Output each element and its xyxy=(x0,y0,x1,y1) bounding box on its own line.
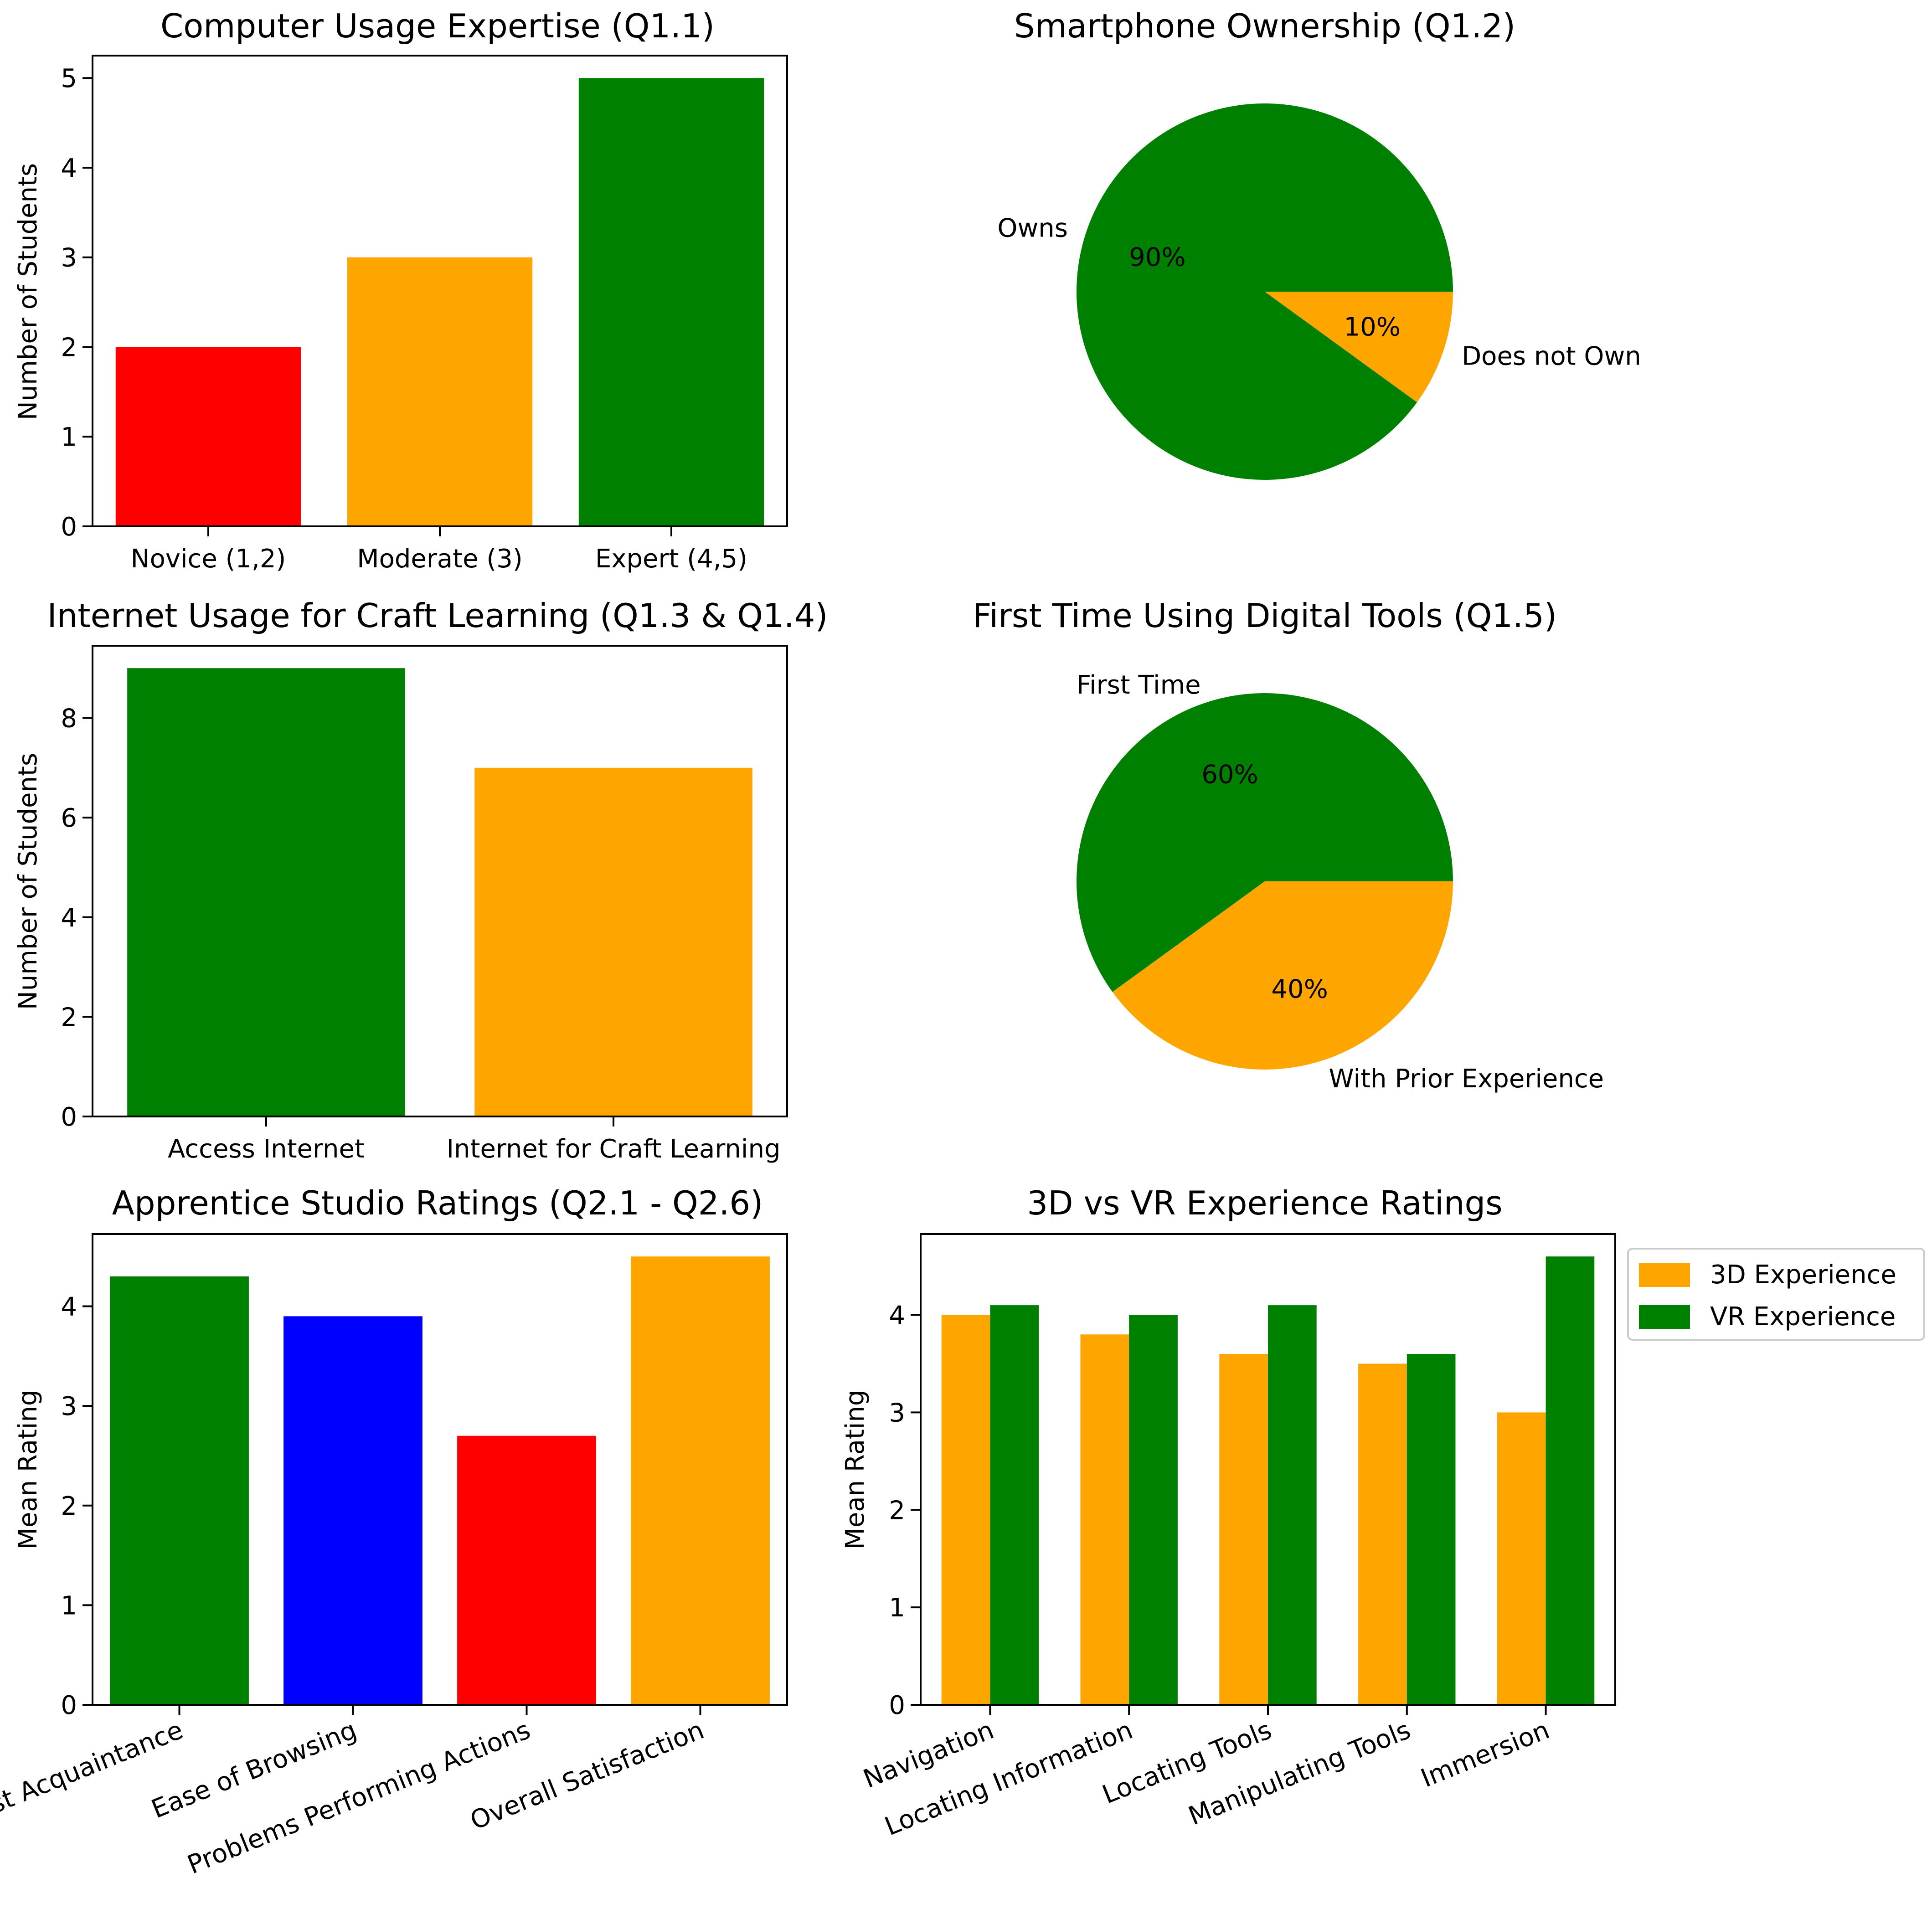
y-tick-label: 1 xyxy=(889,1593,905,1623)
bar xyxy=(1358,1363,1407,1705)
chart-title: First Time Using Digital Tools (Q1.5) xyxy=(973,597,1557,635)
chart-internet-usage: Internet Usage for Craft Learning (Q1.3 … xyxy=(13,597,828,1164)
y-tick-label: 3 xyxy=(889,1398,905,1428)
bar xyxy=(1219,1354,1268,1705)
y-tick-label: 1 xyxy=(61,422,77,452)
chart-title: Computer Usage Expertise (Q1.1) xyxy=(160,7,715,45)
bar xyxy=(1406,1354,1456,1705)
y-axis-label: Mean Rating xyxy=(13,1390,43,1550)
y-tick-label: 3 xyxy=(61,243,77,273)
bar xyxy=(283,1316,422,1705)
pie-slice xyxy=(1112,881,1453,1070)
y-tick-label: 0 xyxy=(61,1102,77,1132)
bar xyxy=(1129,1315,1178,1705)
pie-percent-label: 60% xyxy=(1201,760,1258,789)
y-tick-label: 2 xyxy=(889,1496,905,1525)
legend-swatch xyxy=(1639,1263,1690,1287)
chart-smartphone-ownership: Smartphone Ownership (Q1.2) 90% Owns 10% Do… xyxy=(997,7,1641,480)
x-tick-label: Moderate (3) xyxy=(357,544,522,574)
bar xyxy=(631,1256,770,1705)
y-tick-label: 3 xyxy=(61,1392,77,1421)
x-tick-label: Expert (4,5) xyxy=(595,544,747,574)
y-tick-label: 4 xyxy=(889,1301,905,1331)
x-tick-label: Novice (1,2) xyxy=(131,544,286,574)
pie-slice-label: With Prior Experience xyxy=(1329,1064,1604,1094)
pie-slice-label: First Time xyxy=(1077,670,1201,700)
bar xyxy=(990,1305,1039,1705)
bar xyxy=(1080,1334,1129,1705)
bar xyxy=(1546,1256,1595,1705)
legend: 3D Experience VR Experience xyxy=(1627,1248,1925,1341)
chart-title: Internet Usage for Craft Learning (Q1.3 … xyxy=(47,597,828,635)
y-tick-label: 2 xyxy=(61,333,77,362)
x-tick-label: Internet for Craft Learning xyxy=(446,1134,780,1164)
y-tick-label: 8 xyxy=(61,704,77,734)
plot-frame xyxy=(92,55,788,527)
legend-label: VR Experience xyxy=(1710,1302,1896,1332)
chart-title: Apprentice Studio Ratings (Q2.1 - Q2.6) xyxy=(112,1184,763,1222)
bar xyxy=(578,78,764,526)
y-tick-label: 5 xyxy=(61,64,77,93)
pie-slice xyxy=(1077,103,1453,480)
plot-frame xyxy=(92,645,788,1117)
y-tick-label: 1 xyxy=(61,1591,77,1620)
y-tick-label: 4 xyxy=(61,154,77,183)
bar xyxy=(1497,1412,1546,1705)
bar xyxy=(127,668,405,1116)
chart-first-time-digital-tools: First Time Using Digital Tools (Q1.5) 60… xyxy=(973,597,1604,1094)
chart-title: 3D vs VR Experience Ratings xyxy=(1027,1184,1502,1222)
y-tick-label: 2 xyxy=(61,1492,77,1521)
bar xyxy=(474,767,752,1116)
y-tick-label: 0 xyxy=(61,512,77,542)
y-tick-label: 0 xyxy=(889,1691,905,1720)
legend-swatch xyxy=(1639,1305,1690,1329)
bar xyxy=(347,257,533,526)
plot-frame xyxy=(92,1233,788,1706)
pie-slice-label: Owns xyxy=(997,214,1068,243)
plot-frame xyxy=(920,1233,1616,1706)
y-tick-label: 0 xyxy=(61,1691,77,1720)
chart-computer-usage: Computer Usage Expertise (Q1.1) Number o… xyxy=(13,7,788,574)
y-axis-label: Number of Students xyxy=(13,753,43,1010)
y-tick-label: 2 xyxy=(61,1003,77,1032)
y-tick-label: 4 xyxy=(61,1292,77,1322)
pie-slice-label: Does not Own xyxy=(1462,341,1641,371)
bar xyxy=(1268,1305,1317,1705)
y-axis-label: Number of Students xyxy=(13,163,43,420)
y-tick-label: 4 xyxy=(61,903,77,933)
y-tick-label: 6 xyxy=(61,803,77,833)
pie-percent-label: 90% xyxy=(1129,242,1185,272)
legend-box xyxy=(1627,1248,1925,1341)
chart-title: Smartphone Ownership (Q1.2) xyxy=(1014,7,1515,45)
bar xyxy=(110,1276,249,1705)
y-axis-label: Mean Rating xyxy=(840,1390,870,1550)
pie-percent-label: 10% xyxy=(1344,313,1400,342)
pie-slice xyxy=(1265,292,1453,402)
bar xyxy=(457,1435,596,1705)
x-tick-label: Access Internet xyxy=(168,1134,365,1164)
pie-percent-label: 40% xyxy=(1271,975,1328,1004)
bar xyxy=(941,1315,990,1705)
bar xyxy=(115,347,301,526)
legend-label: 3D Experience xyxy=(1710,1260,1896,1290)
pie-slice xyxy=(1077,693,1453,992)
